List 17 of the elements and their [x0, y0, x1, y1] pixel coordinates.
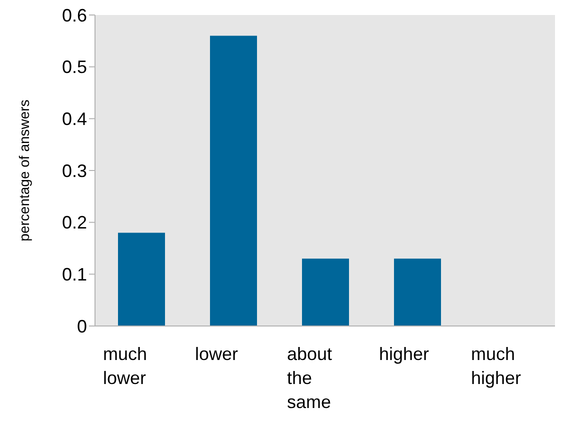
y-tick-label: 0.4	[62, 109, 87, 130]
x-tick-label: about the same	[287, 344, 332, 412]
x-tick-label: higher	[379, 344, 430, 364]
x-tick-label: lower	[195, 344, 238, 364]
x-tick-label: much lower	[103, 344, 148, 388]
y-tick-label: 0.1	[62, 264, 87, 285]
y-tick-label: 0.6	[62, 5, 87, 26]
y-axis-title: percentage of answers	[16, 100, 32, 242]
y-tick-label: 0.2	[62, 212, 87, 233]
bar	[394, 258, 441, 326]
x-tick-label: much higher	[471, 344, 522, 388]
y-tick-label: 0	[76, 316, 87, 336]
y-tick-label: 0.5	[62, 57, 87, 78]
y-tick-label: 0.3	[62, 160, 87, 181]
bar	[302, 258, 349, 326]
bar	[210, 36, 257, 326]
bar	[118, 232, 165, 326]
